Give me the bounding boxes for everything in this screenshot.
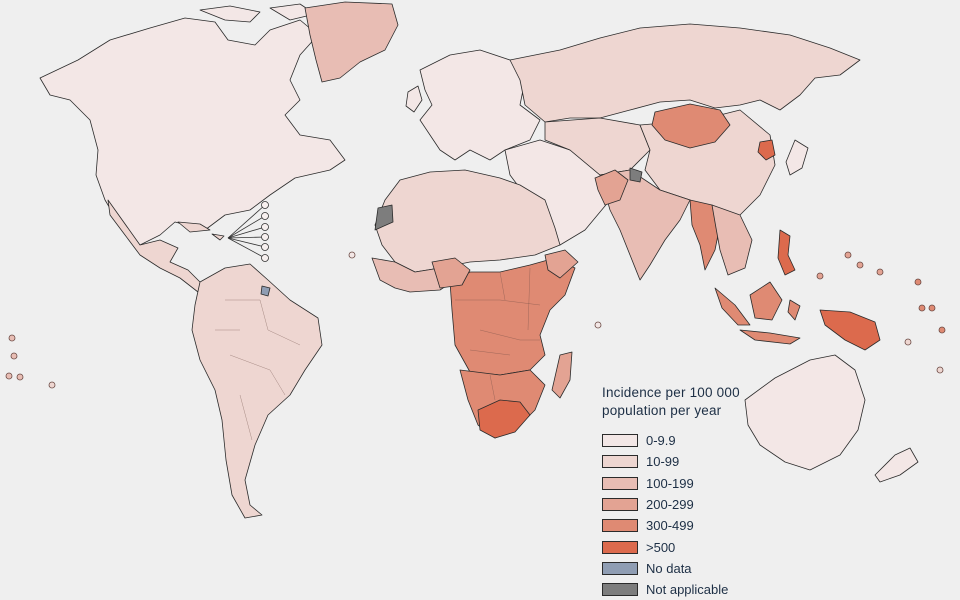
region-uk	[405, 85, 423, 113]
legend-label: 0-9.9	[646, 433, 676, 449]
region-western-sahara	[374, 204, 394, 231]
region-russia	[509, 23, 861, 123]
legend-item: No data	[602, 558, 802, 579]
legend-item: 100-199	[602, 473, 802, 494]
legend-swatch	[602, 434, 638, 448]
region-south-america-border	[215, 299, 301, 441]
region-java	[739, 329, 801, 345]
region-new-guinea	[819, 309, 881, 351]
island-markers	[5, 251, 946, 389]
map-legend: Incidence per 100 000 population per yea…	[602, 384, 802, 600]
region-north-africa	[374, 169, 561, 273]
legend-title: Incidence per 100 000 population per yea…	[602, 385, 740, 418]
legend-label: 300-499	[646, 518, 694, 534]
region-north-america	[39, 17, 346, 246]
region-africa-borders	[455, 267, 541, 401]
region-australia	[744, 354, 866, 471]
legend-item: 0-9.9	[602, 430, 802, 451]
region-south-america	[191, 263, 323, 519]
legend-swatch	[602, 455, 638, 469]
region-japan	[785, 139, 809, 176]
legend-swatch	[602, 476, 638, 490]
legend-swatch	[602, 561, 638, 575]
legend-label: >500	[646, 539, 676, 555]
region-new-zealand	[874, 447, 919, 483]
region-india	[599, 169, 691, 281]
legend-item: 10-99	[602, 451, 802, 472]
legend-label: Not applicable	[646, 582, 729, 598]
region-indochina	[711, 204, 753, 276]
caribbean-callouts	[227, 201, 269, 262]
region-malaysia-borneo	[749, 281, 783, 321]
legend-swatch	[602, 583, 638, 597]
region-sumatra	[714, 287, 751, 326]
region-french-guiana	[260, 285, 271, 297]
region-kashmir	[629, 167, 643, 183]
legend-swatch	[602, 540, 638, 554]
region-europe	[419, 49, 541, 161]
region-greenland	[304, 1, 399, 83]
legend-item: >500	[602, 536, 802, 557]
region-mongolia	[651, 103, 731, 149]
region-caribbean	[177, 221, 225, 241]
region-north-korea	[757, 139, 776, 161]
region-philippines	[777, 229, 796, 276]
legend-item: 300-499	[602, 515, 802, 536]
region-nigeria	[431, 257, 471, 289]
legend-label: 100-199	[646, 475, 694, 491]
legend-label: 200-299	[646, 497, 694, 513]
region-horn-of-africa	[544, 249, 579, 279]
legend-item: 200-299	[602, 494, 802, 515]
region-arctic-islands	[199, 3, 316, 23]
region-madagascar	[551, 351, 573, 399]
region-pakistan	[594, 169, 629, 206]
legend-swatch	[602, 519, 638, 533]
legend-label: 10-99	[646, 454, 680, 470]
region-south-africa	[477, 399, 531, 439]
legend-item: Not applicable	[602, 579, 802, 600]
region-central-africa	[449, 257, 576, 376]
legend-swatch	[602, 498, 638, 512]
legend-label: No data	[646, 560, 692, 576]
legend-items: 0-9.9 10-99 100-199 200-299 300-499 >500 No da…	[602, 430, 802, 600]
region-sulawesi	[787, 299, 801, 321]
